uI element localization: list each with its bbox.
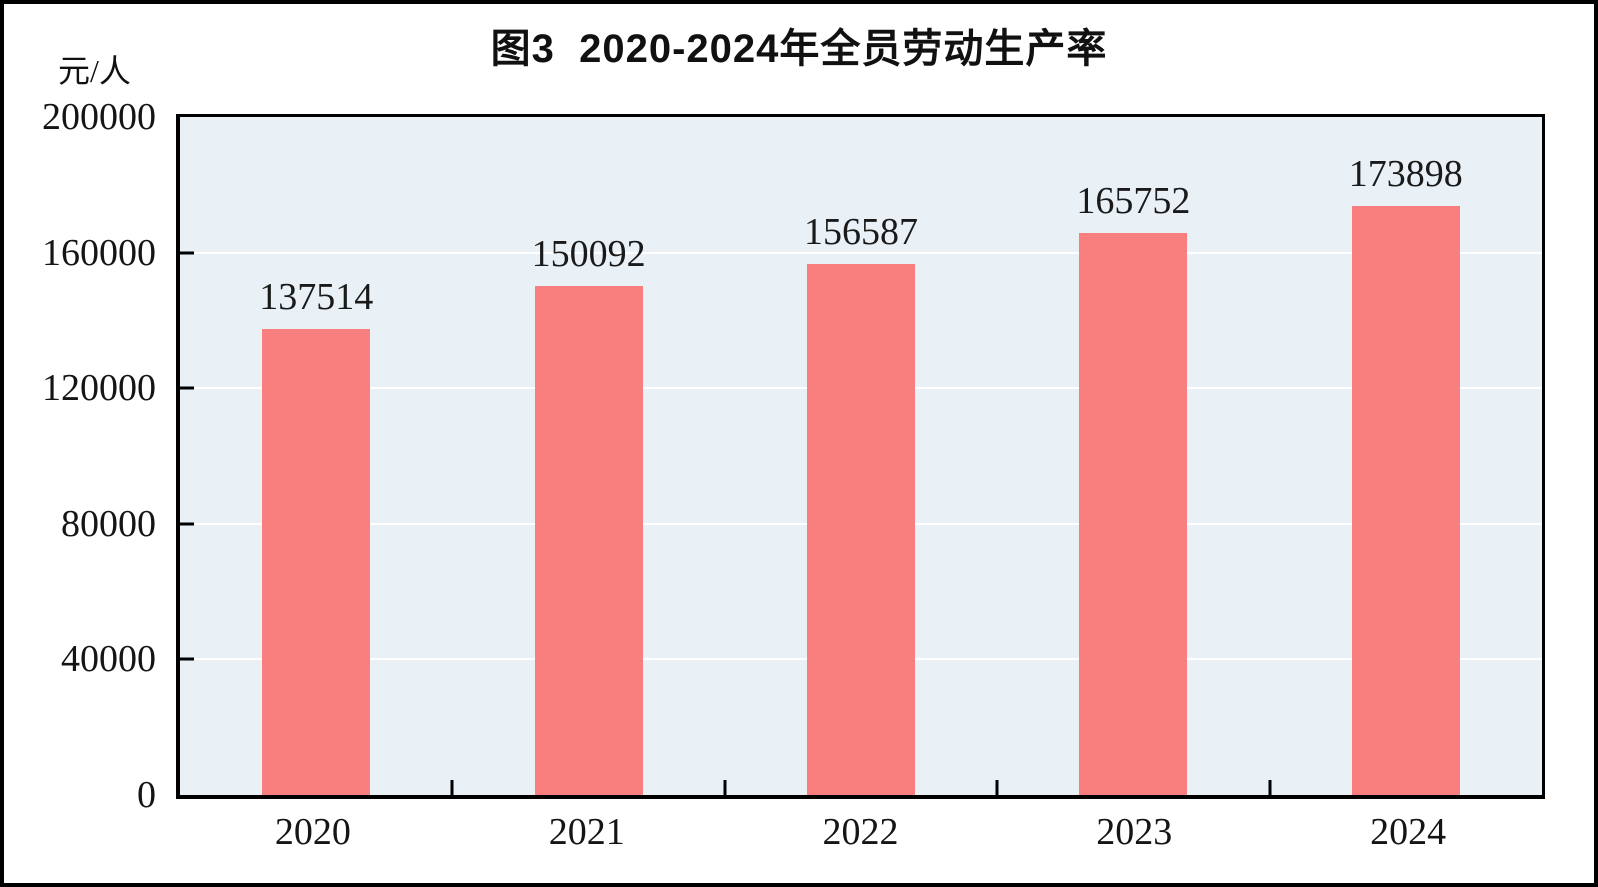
y-tick-label: 120000 (42, 367, 156, 410)
y-tick-label: 40000 (61, 638, 156, 681)
y-axis-tick-mark (180, 657, 194, 661)
y-axis-unit-label: 元/人 (58, 53, 131, 89)
y-tick-label: 0 (137, 774, 156, 816)
bar-2021 (534, 286, 643, 795)
y-axis-tick-labels: 0 40000 80000 120000 160000 200000 (4, 98, 156, 814)
x-axis-tick-mark (723, 780, 727, 795)
bar-value-label: 156587 (804, 211, 918, 254)
bar-value-label: 165752 (1076, 180, 1191, 223)
bar-value-label: 137514 (259, 275, 374, 318)
x-axis-labels: 2020 2021 2022 2023 2024 (176, 808, 1545, 856)
x-category-label: 2022 (822, 811, 899, 853)
y-axis-tick-mark (180, 522, 194, 526)
y-tick-label: 80000 (61, 502, 156, 545)
bar-value-label: 173898 (1348, 152, 1463, 195)
x-category-label: 2023 (1096, 811, 1173, 853)
gridline (180, 251, 1542, 254)
x-axis-tick-mark (995, 780, 999, 795)
y-tick-label: 160000 (42, 231, 156, 274)
bar-2024 (1351, 205, 1460, 795)
bar-2023 (1079, 233, 1188, 795)
x-axis-tick-mark (450, 780, 454, 795)
x-category-label: 2021 (548, 811, 625, 853)
plot-area: 137514 150092 156587 165752 173898 (176, 114, 1545, 799)
x-category-label: 2024 (1370, 811, 1447, 853)
chart-title: 图3 2020-2024年全员劳动生产率 (490, 27, 1108, 71)
y-axis-tick-mark (180, 251, 194, 255)
bar-2022 (807, 264, 915, 795)
x-axis-tick-mark (1268, 780, 1272, 795)
x-category-label: 2020 (274, 811, 351, 853)
bar-2020 (262, 328, 371, 795)
bar-value-label: 150092 (531, 233, 646, 276)
y-tick-label: 200000 (42, 96, 156, 138)
y-axis-tick-mark (180, 386, 194, 390)
